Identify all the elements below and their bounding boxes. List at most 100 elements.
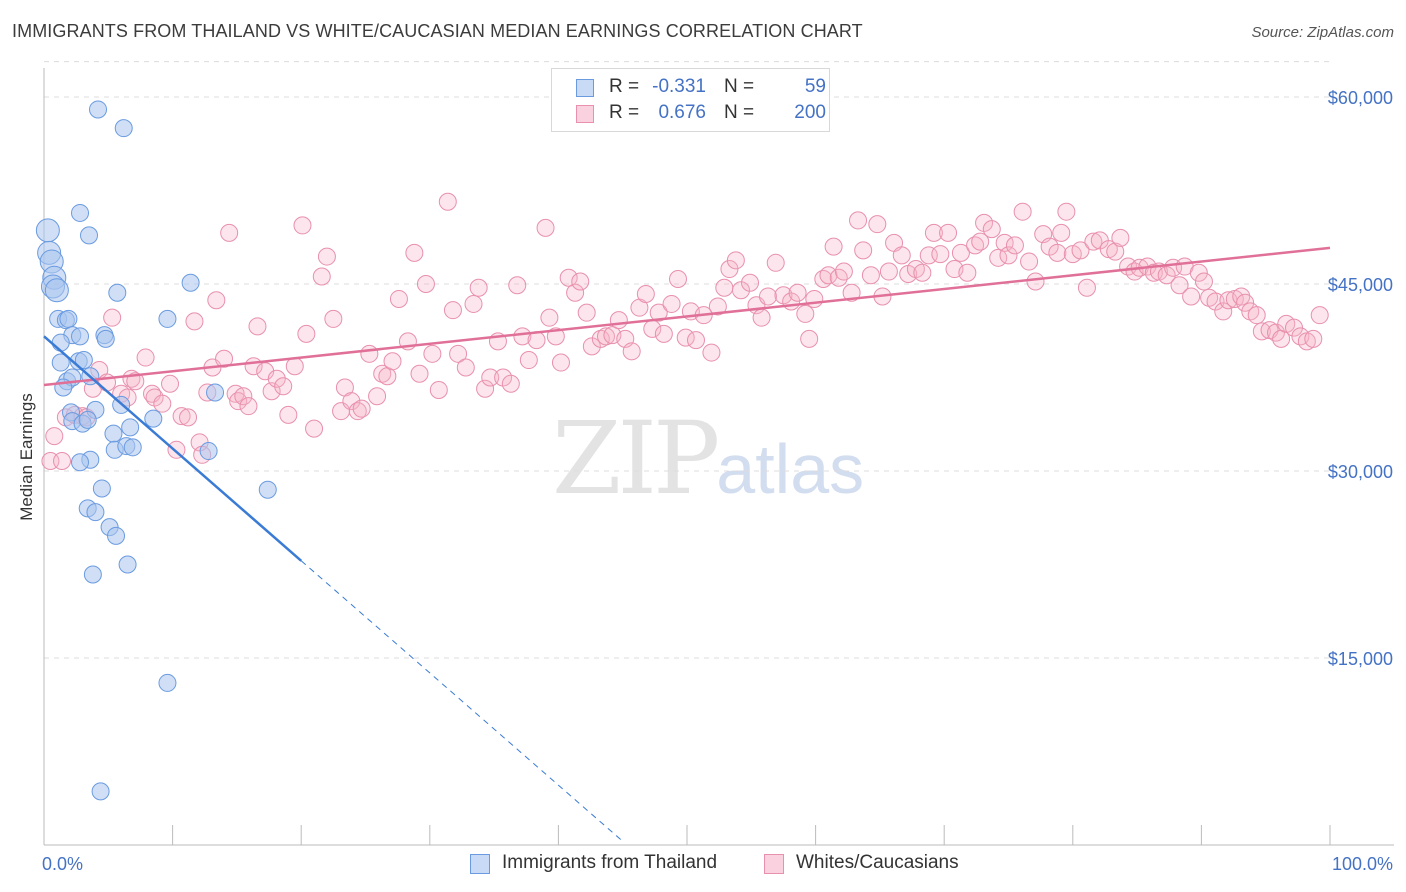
data-point-white: [951, 243, 970, 262]
data-point-thailand: [71, 327, 90, 346]
data-point-white: [438, 192, 457, 211]
data-point-white: [582, 337, 601, 356]
data-point-white: [161, 374, 180, 393]
data-point-white: [834, 262, 853, 281]
data-point-white: [1182, 287, 1201, 306]
data-point-white: [456, 358, 475, 377]
data-point-white: [279, 405, 298, 424]
data-point-white: [609, 311, 628, 330]
data-point-white: [1157, 266, 1176, 285]
data-point-white: [317, 247, 336, 266]
data-point-white: [1206, 292, 1225, 311]
data-point-white: [297, 324, 316, 343]
data-point-white: [536, 218, 555, 237]
data-point-white: [513, 327, 532, 346]
data-point-white: [687, 331, 706, 350]
data-point-white: [1214, 302, 1233, 321]
data-point-white: [449, 344, 468, 363]
legend-r-value: -0.331: [652, 76, 706, 97]
data-point-white: [1310, 306, 1329, 325]
data-point-white: [220, 223, 239, 242]
data-point-white: [805, 289, 824, 308]
data-point-white: [1084, 232, 1103, 251]
legend-swatch-blue: [576, 79, 594, 97]
data-point-thailand: [107, 526, 126, 545]
data-point-thailand: [123, 438, 142, 457]
data-point-white: [126, 372, 145, 391]
data-point-thailand: [158, 309, 177, 328]
data-point-white: [352, 399, 371, 418]
data-point-white: [796, 304, 815, 323]
data-point-thailand: [91, 782, 110, 801]
data-point-thailand: [181, 273, 200, 292]
data-point-white: [172, 407, 191, 426]
data-point-white: [1111, 228, 1130, 247]
legend-n-value: 200: [794, 102, 826, 123]
data-point-white: [1057, 202, 1076, 221]
data-point-white: [551, 353, 570, 372]
data-point-white: [405, 243, 424, 262]
data-point-white: [622, 342, 641, 361]
data-point-thailand: [206, 383, 225, 402]
legend-label-thailand: Immigrants from Thailand: [502, 852, 718, 873]
y-tick-label: $15,000: [1328, 649, 1393, 669]
data-point-white: [1052, 223, 1071, 242]
data-point-white: [423, 344, 442, 363]
data-point-white: [410, 364, 429, 383]
legend-swatch-pink: [764, 854, 784, 874]
data-point-white: [636, 284, 655, 303]
data-point-white: [229, 392, 248, 411]
data-point-white: [1304, 329, 1323, 348]
data-point-white: [559, 268, 578, 287]
data-point-white: [824, 237, 843, 256]
data-point-white: [726, 251, 745, 270]
data-point-white: [1247, 306, 1266, 325]
data-point-white: [766, 253, 785, 272]
data-point-white: [501, 374, 520, 393]
trendline-thailand: [43, 335, 303, 562]
data-point-white: [971, 232, 990, 251]
data-point-thailand: [121, 418, 140, 437]
data-point-thailand: [71, 203, 90, 222]
data-point-thailand: [74, 351, 93, 370]
watermark-atlas: atlas: [716, 430, 865, 508]
data-point-white: [668, 270, 687, 289]
data-point-white: [1077, 278, 1096, 297]
data-point-white: [215, 349, 234, 368]
source-note: Source: ZipAtlas.com: [1251, 24, 1394, 41]
data-point-white: [732, 281, 751, 300]
data-point-white: [378, 367, 397, 386]
data-point-white: [849, 211, 868, 230]
data-point-white: [103, 308, 122, 327]
data-point-white: [464, 294, 483, 313]
data-point-white: [591, 329, 610, 348]
stats-legend: R = -0.331 N = 59 R = 0.676 N = 200: [551, 68, 830, 132]
data-point-white: [305, 419, 324, 438]
data-point-thailand: [118, 555, 137, 574]
data-point-white: [360, 344, 379, 363]
data-point-white: [45, 427, 64, 446]
data-point-white: [383, 352, 402, 371]
data-point-white: [1252, 322, 1271, 341]
data-point-white: [267, 369, 286, 388]
data-point-thailand: [51, 333, 70, 352]
data-point-white: [153, 394, 172, 413]
data-point-white: [819, 266, 838, 285]
data-point-white: [416, 275, 435, 293]
data-point-thailand: [92, 479, 111, 498]
data-point-white: [868, 215, 887, 234]
chart-title: IMMIGRANTS FROM THAILAND VS WHITE/CAUCAS…: [12, 21, 863, 41]
data-point-white: [999, 246, 1018, 265]
data-point-white: [1194, 272, 1213, 291]
data-point-thailand: [144, 409, 163, 428]
watermark: ZIPatlas: [552, 400, 864, 517]
data-point-white: [596, 327, 615, 346]
data-point-white: [1189, 263, 1208, 282]
data-point-thailand: [35, 218, 60, 243]
data-point-white: [842, 283, 861, 302]
data-point-white: [571, 272, 590, 291]
data-point-white: [649, 303, 668, 322]
data-point-white: [469, 278, 488, 297]
data-point-white: [702, 343, 721, 362]
data-point-white: [312, 267, 331, 286]
